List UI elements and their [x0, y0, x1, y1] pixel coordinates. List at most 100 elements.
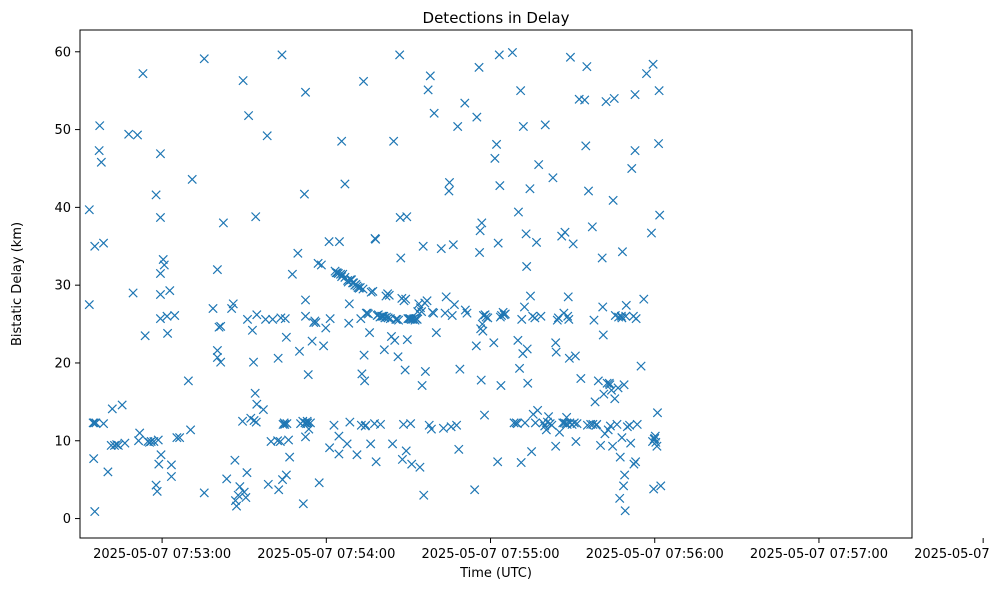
data-point-marker: [94, 145, 104, 156]
data-point-marker: [393, 315, 404, 325]
data-point-marker: [384, 290, 394, 300]
data-point-marker: [98, 238, 109, 248]
data-point-marker: [624, 420, 635, 430]
data-point-marker: [272, 436, 283, 446]
x-axis-label: Time (UTC): [459, 566, 532, 581]
data-point-marker: [491, 139, 502, 149]
data-point-marker: [222, 474, 232, 484]
data-point-marker: [132, 130, 143, 140]
data-point-marker: [334, 431, 344, 441]
data-point-marker: [355, 282, 365, 293]
data-point-marker: [422, 296, 432, 306]
data-point-marker: [478, 310, 489, 321]
data-point-marker: [561, 412, 572, 423]
data-point-marker: [300, 87, 311, 97]
y-tick-label: 30: [54, 279, 71, 294]
data-point-marker: [252, 310, 262, 320]
data-point-marker: [481, 312, 491, 322]
data-point-marker: [428, 308, 439, 318]
data-point-marker: [412, 314, 422, 325]
data-point-marker: [273, 353, 283, 363]
data-point-marker: [630, 89, 640, 100]
data-point-marker: [230, 496, 241, 506]
data-point-marker: [405, 419, 416, 429]
data-point-marker: [128, 288, 138, 298]
data-point-marker: [402, 334, 412, 345]
data-point-marker: [96, 157, 106, 167]
data-point-marker: [420, 366, 431, 377]
data-point-marker: [401, 446, 411, 456]
data-point-marker: [187, 174, 197, 184]
data-point-marker: [364, 327, 375, 338]
data-point-marker: [300, 295, 311, 305]
data-point-marker: [495, 180, 505, 191]
data-point-marker: [530, 313, 540, 323]
data-point-marker: [436, 243, 446, 254]
data-point-marker: [140, 331, 150, 341]
data-point-marker: [513, 335, 523, 346]
data-point-marker: [413, 306, 423, 317]
data-point-marker: [454, 444, 464, 454]
data-point-marker: [174, 433, 185, 443]
data-point-marker: [361, 308, 371, 318]
data-point-marker: [214, 322, 224, 332]
data-point-marker: [84, 205, 94, 215]
data-point-marker: [615, 452, 625, 462]
data-point-marker: [281, 470, 291, 480]
data-point-marker: [426, 424, 437, 434]
data-point-marker: [542, 417, 553, 427]
data-point-marker: [613, 383, 623, 393]
data-point-marker: [311, 317, 321, 328]
data-point-marker: [590, 397, 600, 407]
data-point-marker: [563, 311, 573, 321]
data-point-marker: [216, 357, 226, 367]
data-point-marker: [154, 459, 164, 469]
data-point-marker: [509, 418, 519, 428]
data-point-marker: [438, 423, 449, 433]
data-point-marker: [280, 419, 290, 430]
data-point-marker: [165, 285, 175, 296]
data-point-marker: [415, 462, 425, 472]
data-point-marker: [158, 254, 168, 265]
data-point-marker: [283, 435, 294, 445]
data-point-marker: [138, 68, 148, 79]
data-point-marker: [416, 306, 427, 317]
data-point-marker: [601, 96, 611, 107]
data-point-marker: [166, 471, 177, 482]
data-point-marker: [554, 427, 565, 437]
data-point-marker: [231, 501, 242, 511]
data-point-marker: [525, 291, 536, 301]
data-point-marker: [564, 314, 574, 325]
data-point-marker: [344, 318, 354, 328]
data-point-marker: [648, 59, 658, 69]
data-point-marker: [357, 369, 367, 379]
data-point-marker: [90, 506, 100, 517]
y-tick-label: 60: [54, 45, 71, 60]
y-tick-label: 20: [54, 356, 71, 371]
data-point-marker: [300, 311, 311, 321]
data-point-marker: [324, 236, 334, 247]
data-point-marker: [423, 85, 433, 95]
data-point-marker: [345, 417, 355, 427]
data-point-marker: [572, 419, 582, 429]
data-point-marker: [618, 481, 629, 491]
data-point-marker: [314, 478, 324, 488]
data-point-marker: [307, 336, 317, 346]
data-point-marker: [212, 345, 223, 356]
data-point-marker: [516, 457, 526, 468]
data-point-marker: [251, 417, 261, 427]
data-point-marker: [630, 457, 641, 467]
data-point-marker: [124, 129, 134, 139]
data-point-marker: [507, 47, 518, 58]
data-point-marker: [304, 424, 314, 434]
y-tick-label: 40: [54, 201, 71, 216]
y-axis-label: Bistatic Delay (km): [10, 222, 25, 346]
data-point-marker: [400, 365, 410, 375]
data-point-marker: [352, 450, 362, 460]
data-point-marker: [479, 410, 490, 420]
data-point-marker: [656, 481, 666, 491]
data-point-marker: [282, 419, 292, 429]
data-point-marker: [155, 268, 166, 279]
data-point-marker: [294, 346, 305, 356]
